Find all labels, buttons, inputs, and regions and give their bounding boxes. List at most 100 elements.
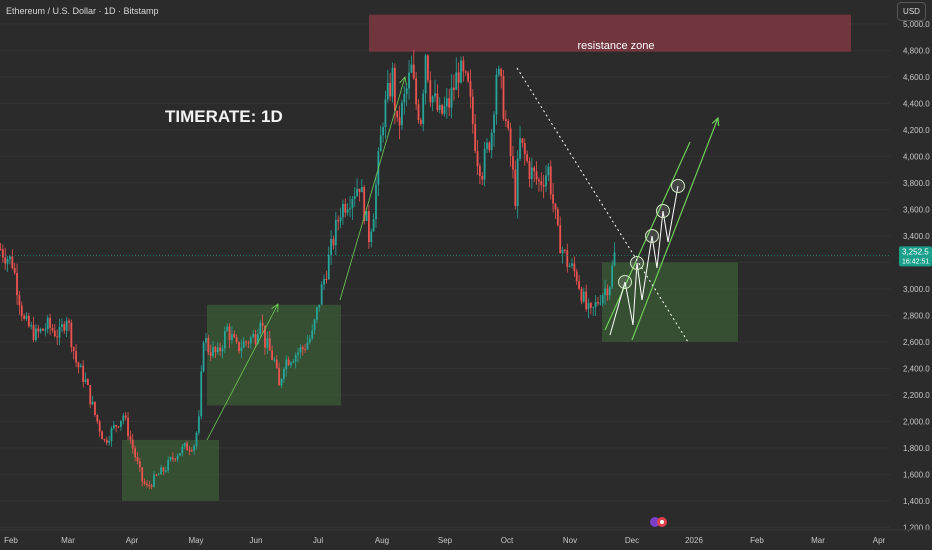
candle-body: [153, 474, 155, 487]
candle-body: [257, 334, 259, 345]
candle-body: [530, 167, 533, 179]
candle-body: [592, 307, 595, 309]
candle-body: [233, 334, 236, 338]
resistance-zone: [369, 14, 851, 52]
candle-body: [519, 138, 521, 159]
candle-body: [493, 114, 495, 133]
zigzag-segment: [662, 210, 669, 243]
candle-body: [282, 368, 285, 379]
candle-body: [606, 288, 609, 296]
candle-body: [316, 307, 318, 320]
x-tick-label: 2026: [685, 536, 703, 545]
candle-body: [582, 291, 585, 302]
y-tick-label: 4,200.0: [903, 126, 930, 135]
candle-body: [587, 302, 590, 310]
candle-body: [594, 302, 597, 308]
candle-body: [318, 304, 321, 308]
candle-body: [580, 288, 583, 302]
candle-body: [226, 326, 229, 331]
y-tick-label: 2,000.0: [903, 417, 930, 426]
candle-body: [200, 371, 203, 417]
consolidation-box: [207, 304, 341, 406]
candle-body: [512, 156, 514, 170]
x-tick-label: Jul: [313, 536, 323, 545]
candle-body: [273, 359, 276, 361]
candle-body: [25, 315, 28, 319]
candle-body: [136, 457, 139, 462]
candle-body: [297, 352, 299, 355]
candle-body: [304, 349, 307, 351]
candle-body: [169, 457, 172, 460]
candle-body: [561, 249, 564, 254]
zigzag-segment: [651, 235, 658, 269]
candle-body: [101, 431, 103, 440]
candle-body: [150, 485, 153, 487]
candle-body: [320, 284, 323, 305]
candle-body: [37, 328, 40, 332]
candle-body: [516, 158, 519, 206]
candle-body: [396, 110, 399, 118]
candle-body: [268, 338, 271, 351]
y-tick-label: 4,800.0: [903, 46, 930, 55]
candle-body: [330, 238, 333, 255]
y-tick-label: 3,600.0: [903, 205, 930, 214]
candle-body: [247, 342, 250, 344]
candle-body: [176, 455, 179, 460]
candle-body: [70, 322, 73, 348]
candle-body: [462, 60, 465, 72]
candle-body: [412, 64, 415, 79]
candle-body: [51, 327, 54, 331]
candle-body: [94, 401, 96, 415]
candle-body: [266, 338, 269, 348]
candle-body: [164, 470, 167, 472]
candle-body: [566, 250, 569, 267]
candle-body: [344, 203, 347, 213]
candle-body: [332, 238, 335, 246]
event-flag-icon[interactable]: [649, 515, 669, 529]
candle-body: [131, 439, 134, 449]
candle-body: [448, 98, 451, 108]
candle-body: [483, 149, 486, 180]
candle-body: [455, 72, 458, 90]
x-tick-label: Jun: [250, 536, 263, 545]
y-tick-label: 1,200.0: [903, 523, 930, 532]
candle-body: [568, 265, 571, 267]
candle-body: [481, 176, 484, 180]
candle-body: [540, 181, 543, 185]
candle-body: [585, 291, 588, 310]
candle-body: [197, 416, 200, 433]
candle-body: [188, 450, 191, 452]
candle-body: [391, 67, 394, 97]
candle-body: [467, 72, 469, 82]
currency-button[interactable]: USD: [897, 2, 926, 21]
candle-body: [393, 67, 396, 111]
candle-body: [471, 96, 474, 125]
candle-body: [75, 351, 77, 363]
candle-body: [16, 273, 18, 296]
candle-body: [535, 171, 538, 180]
candle-body: [578, 281, 580, 289]
x-tick-label: Oct: [501, 536, 514, 545]
candle-body: [275, 359, 278, 369]
candle-body: [327, 254, 330, 280]
candle-body: [171, 457, 174, 459]
candle-body: [564, 249, 566, 251]
y-tick-label: 5,000.0: [903, 20, 930, 29]
candle-body: [13, 267, 16, 274]
candle-body: [242, 341, 245, 348]
candle-body: [20, 305, 23, 316]
candle-body: [27, 315, 30, 327]
candle-body: [427, 55, 429, 81]
y-tick-label: 4,000.0: [903, 152, 930, 161]
candle-body: [460, 60, 462, 83]
candle-body: [46, 317, 49, 330]
candle-body: [216, 347, 219, 353]
candle-body: [223, 330, 226, 349]
candle-body: [521, 138, 524, 143]
y-tick-label: 2,600.0: [903, 338, 930, 347]
candle-body: [334, 219, 337, 246]
trend-arrow-1-head: [271, 303, 279, 313]
candle-body: [469, 81, 472, 97]
candle-body: [205, 338, 207, 343]
